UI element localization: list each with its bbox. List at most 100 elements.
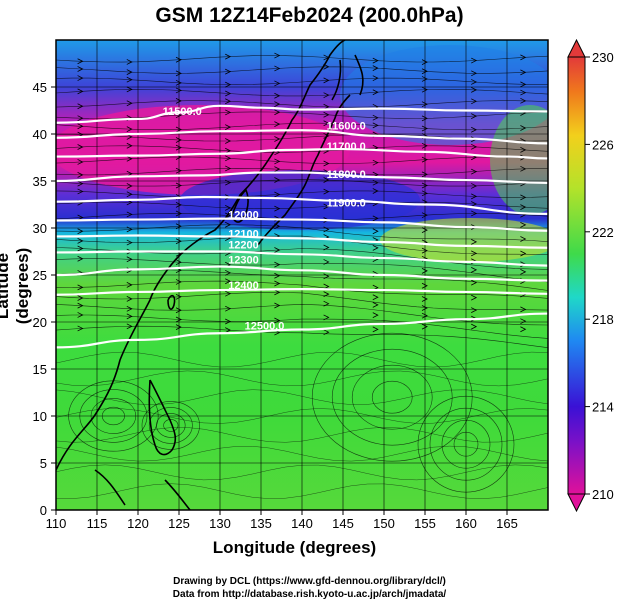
flow-arrow: [225, 90, 232, 97]
flow-arrow: [421, 59, 428, 65]
x-tick-label: 135: [250, 516, 272, 531]
flow-arrow: [225, 221, 232, 228]
contour-label: 12300: [228, 255, 259, 267]
flow-arrow: [520, 89, 527, 96]
flow-arrow: [175, 210, 182, 217]
flow-arrow: [77, 88, 84, 95]
flow-arrow: [372, 75, 379, 82]
contour-line: [56, 171, 548, 184]
y-tick-label: 5: [40, 456, 47, 471]
flow-arrow: [520, 97, 527, 104]
flow-arrow: [471, 210, 478, 217]
flow-arrow: [372, 122, 379, 129]
circulation-streamline: [163, 419, 179, 432]
flow-arrow: [126, 256, 133, 263]
contour-labels: 11500.0 11600.0 11700.0 11800.0 11900.0 12000…: [163, 106, 366, 332]
flow-arrow: [471, 126, 478, 133]
circulation-streamline: [156, 413, 186, 438]
colorbar-tick-label: 214: [592, 400, 614, 415]
north-blue-patch: [340, 45, 548, 145]
contour-label: 12500.0: [245, 321, 285, 333]
credit-data-source: Data from http://database.rish.kyoto-u.a…: [172, 589, 447, 600]
flow-arrow: [471, 183, 478, 189]
flow-arrow: [421, 227, 428, 234]
flow-arrow: [126, 296, 133, 302]
flow-arrow: [225, 290, 232, 297]
flow-arrow: [471, 98, 478, 105]
x-axis-ticks: 110 115 120 125 130 135 140 145 150 155 160 165: [46, 510, 518, 531]
flow-arrow: [520, 125, 527, 131]
flow-arrow: [274, 121, 281, 127]
colorbar-tick-label: 218: [592, 312, 614, 327]
flow-arrow: [421, 101, 428, 108]
flow-arrow: [225, 98, 232, 105]
flow-arrow: [175, 87, 182, 94]
contour-label: 12200: [228, 240, 259, 252]
flow-arrow: [126, 323, 133, 330]
flow-arrow: [372, 65, 379, 72]
flow-arrow: [126, 59, 133, 65]
flow-arrow: [421, 267, 428, 274]
flow-arrow: [77, 159, 84, 165]
flow-arrow: [274, 261, 281, 268]
flow-arrow: [372, 294, 379, 301]
flow-arrow: [323, 259, 330, 265]
flow-arrow: [421, 76, 428, 82]
flow-arrow: [421, 86, 428, 93]
flow-arrow: [274, 272, 281, 279]
flow-arrow: [520, 326, 527, 333]
flow-arrow: [323, 63, 330, 70]
flow-arrow: [274, 177, 281, 183]
flow-arrow: [323, 92, 330, 99]
colorbar-bottom-arrow: [567, 493, 586, 513]
flow-arrow: [175, 259, 182, 266]
flow-arrow: [175, 126, 182, 133]
contour-line: [56, 147, 548, 160]
flow-arrow: [421, 125, 428, 132]
flow-arrow: [471, 57, 478, 64]
flow-arrow: [274, 136, 281, 142]
flow-arrow: [77, 245, 84, 252]
flow-arrow: [421, 190, 428, 197]
flow-arrow: [421, 182, 428, 189]
flow-arrow: [372, 114, 379, 121]
flow-arrow: [421, 247, 428, 254]
flow-arrow: [323, 177, 330, 183]
flow-arrow: [225, 147, 232, 154]
y-tick-label: 45: [33, 80, 47, 95]
flow-arrow: [471, 250, 478, 257]
flow-arrow: [372, 89, 379, 96]
flow-arrow: [520, 221, 527, 228]
flow-arrow: [274, 205, 281, 212]
flow-arrow: [520, 194, 527, 201]
flow-arrow: [126, 134, 133, 140]
flow-arrow: [471, 201, 478, 207]
flow-arrow: [421, 296, 428, 302]
flow-arrow: [372, 312, 379, 318]
flow-arrow: [77, 238, 84, 244]
flow-arrow: [175, 70, 182, 77]
flow-arrow: [323, 203, 330, 210]
contour-line: [56, 104, 548, 124]
flow-arrow: [471, 267, 478, 273]
y-tick-label: 25: [33, 268, 47, 283]
flow-arrow: [372, 302, 379, 308]
flow-arrow: [372, 228, 379, 235]
flow-arrow: [77, 228, 84, 235]
flow-arrow: [421, 282, 428, 289]
flow-arrow: [77, 284, 84, 291]
flow-arrow: [225, 205, 232, 211]
colorbar-tick-label: 210: [592, 487, 614, 502]
flow-arrow: [520, 165, 527, 172]
flow-arrow: [175, 316, 182, 323]
circulation-streamline: [351, 364, 433, 430]
flow-arrow: [126, 191, 133, 198]
flow-arrow: [520, 306, 527, 313]
circulation-streamline: [331, 348, 453, 446]
flow-arrow: [77, 214, 84, 221]
flow-arrow: [77, 180, 84, 187]
flow-arrow: [77, 302, 84, 309]
flow-arrow: [225, 305, 232, 312]
circulation-streamline: [148, 407, 193, 444]
